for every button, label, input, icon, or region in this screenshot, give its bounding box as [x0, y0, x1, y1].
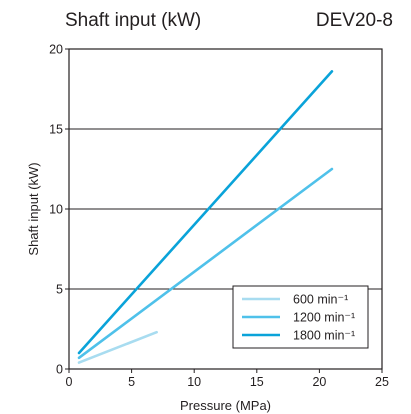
legend-label: 1800 min⁻¹ — [293, 329, 355, 343]
x-tick-label: 20 — [312, 375, 326, 389]
x-tick-label: 0 — [66, 375, 73, 389]
y-tick-label: 20 — [49, 43, 63, 57]
legend-label: 1200 min⁻¹ — [293, 311, 355, 325]
x-ticks: 0 5 10 15 20 25 — [66, 369, 389, 389]
y-tick-label: 10 — [49, 203, 63, 217]
series-line-2 — [77, 70, 334, 355]
x-tick-label: 5 — [128, 375, 135, 389]
series-line-1 — [77, 167, 334, 360]
x-tick-label: 25 — [375, 375, 389, 389]
y-tick-label: 0 — [56, 363, 63, 377]
legend-label: 600 min⁻¹ — [293, 293, 348, 307]
series-lines — [77, 70, 334, 364]
legend: 600 min⁻¹ 1200 min⁻¹ 1800 min⁻¹ — [232, 285, 369, 349]
series-line-0 — [77, 330, 158, 364]
chart-header: Shaft input (kW) DEV20-8 — [0, 8, 411, 38]
y-axis-label: Shaft input (kW) — [26, 162, 41, 255]
x-axis-label: Pressure (MPa) — [180, 398, 271, 413]
y-tick-label: 15 — [49, 123, 63, 137]
chart-title: Shaft input (kW) — [65, 10, 202, 31]
model-label: DEV20-8 — [315, 10, 393, 31]
y-tick-label: 5 — [56, 283, 63, 297]
gridlines — [69, 128, 382, 290]
x-tick-label: 15 — [250, 375, 264, 389]
y-ticks: 0 5 10 15 20 — [49, 43, 69, 377]
x-tick-label: 10 — [187, 375, 201, 389]
